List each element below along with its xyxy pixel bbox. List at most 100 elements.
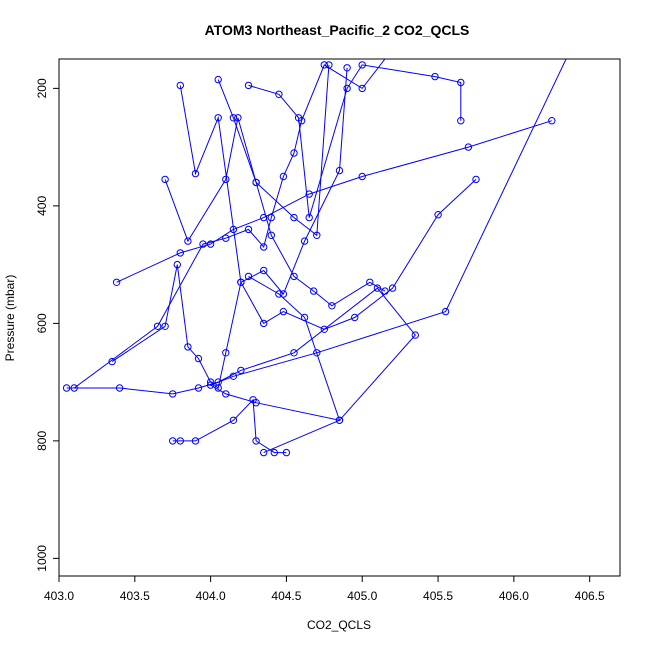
data-point — [457, 117, 465, 125]
data-point — [366, 278, 374, 286]
series-3 — [108, 175, 480, 392]
series-line — [116, 120, 552, 283]
data-point — [411, 331, 419, 339]
x-axis-label: CO2_QCLS — [307, 618, 371, 632]
data-point — [176, 437, 185, 445]
data-point — [275, 90, 283, 99]
data-point — [290, 272, 298, 281]
data-point — [115, 384, 124, 392]
data-point — [214, 114, 222, 122]
data-point — [464, 143, 473, 151]
data-point — [191, 169, 200, 178]
data-point — [270, 448, 278, 457]
data-point — [252, 178, 260, 187]
data-point — [169, 437, 177, 445]
x-tick-label: 404.0 — [196, 589, 226, 603]
data-point — [191, 437, 200, 445]
series-line — [172, 398, 287, 454]
data-point — [229, 114, 238, 122]
y-axis: 200 400 600 800 1000 — [35, 78, 59, 572]
x-axis: 403.0 403.5 404.0 404.5 405.0 405.5 406.0 406.5 — [44, 576, 605, 603]
x-tick-label: 403.5 — [120, 589, 150, 603]
series-line — [111, 179, 477, 389]
data-point — [206, 240, 215, 248]
data-point — [252, 437, 260, 445]
x-tick-label: 404.5 — [271, 589, 301, 603]
data-point — [320, 325, 328, 333]
data-point — [244, 81, 253, 90]
data-point — [176, 249, 185, 257]
data-point — [351, 313, 359, 322]
data-point — [548, 117, 556, 125]
series-layer — [62, 3, 577, 457]
x-tick-label: 406.5 — [575, 589, 605, 603]
data-point — [305, 213, 313, 222]
series-7 — [176, 64, 351, 298]
data-point — [381, 287, 389, 295]
series-line — [248, 64, 462, 218]
data-point — [267, 213, 275, 222]
data-point — [260, 266, 268, 275]
data-point — [358, 61, 366, 69]
data-point — [184, 237, 192, 245]
data-point — [294, 114, 303, 122]
data-point — [62, 384, 71, 392]
series-line — [73, 59, 386, 389]
series-4 — [112, 117, 556, 286]
y-tick-label: 800 — [35, 431, 49, 451]
data-point — [343, 84, 351, 93]
data-point — [206, 378, 215, 386]
data-point — [173, 260, 182, 269]
data-point — [194, 384, 203, 392]
data-point — [343, 64, 351, 72]
y-axis-label: Pressure (mbar) — [3, 275, 17, 362]
data-point — [431, 72, 439, 81]
y-tick-label: 200 — [35, 78, 49, 98]
data-point — [282, 448, 291, 457]
series-line — [209, 59, 567, 454]
data-point — [300, 237, 309, 245]
data-point — [305, 190, 313, 198]
data-point — [388, 284, 397, 292]
y-tick-label: 600 — [35, 313, 49, 333]
data-point — [472, 175, 480, 184]
series-1 — [206, 38, 577, 457]
data-point — [249, 396, 257, 404]
y-tick-label: 1000 — [35, 545, 49, 572]
data-point — [214, 75, 222, 84]
data-point — [214, 384, 222, 392]
chart-title: ATOM3 Northeast_Pacific_2 CO2_QCLS — [205, 22, 470, 38]
data-point — [70, 384, 78, 392]
data-point — [279, 307, 288, 316]
series-line — [66, 275, 416, 422]
data-point — [358, 84, 366, 93]
data-point — [335, 416, 344, 424]
data-point — [244, 225, 253, 234]
data-point — [260, 319, 268, 328]
x-tick-label: 403.0 — [44, 589, 74, 603]
data-point — [290, 349, 298, 357]
series-10 — [169, 396, 291, 457]
data-point — [313, 349, 321, 357]
series-2 — [62, 272, 419, 424]
x-tick-label: 406.0 — [499, 589, 529, 603]
data-point — [237, 366, 245, 375]
data-point — [441, 307, 450, 316]
series-9 — [244, 61, 465, 222]
data-point — [161, 175, 169, 184]
series-5 — [70, 3, 441, 392]
data-point — [335, 166, 344, 175]
data-point — [260, 448, 268, 457]
series-line — [164, 64, 330, 243]
data-point — [435, 3, 441, 9]
data-point — [194, 354, 203, 363]
x-tick-label: 405.5 — [423, 589, 453, 603]
data-point — [275, 290, 283, 298]
data-point — [260, 243, 268, 251]
data-point — [571, 38, 577, 44]
data-point — [267, 231, 275, 240]
data-point — [358, 172, 366, 181]
data-point — [222, 234, 230, 242]
data-point — [169, 390, 177, 398]
